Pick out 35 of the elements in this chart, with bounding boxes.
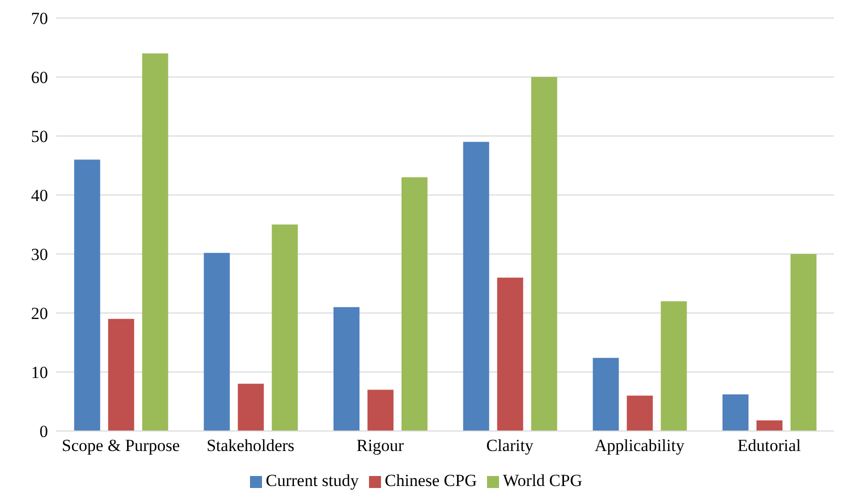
y-tick-label: 30: [31, 245, 48, 264]
x-tick-label: Clarity: [486, 436, 534, 456]
x-tick-label: Applicability: [594, 436, 685, 456]
legend-label: Chinese CPG: [384, 471, 477, 490]
y-tick-label: 10: [31, 363, 48, 382]
bar: [333, 307, 360, 431]
x-tick-label: Edutorial: [738, 436, 802, 456]
bar: [497, 278, 524, 431]
x-tick-label: Stakeholders: [206, 436, 294, 456]
y-tick-label: 60: [31, 68, 48, 88]
bar: [142, 53, 168, 431]
bar: [722, 394, 748, 431]
bar: [74, 160, 100, 431]
bar: [401, 177, 428, 431]
bar: [108, 318, 134, 431]
bar: [204, 252, 230, 431]
legend-label: Current study: [266, 471, 359, 490]
bar: [790, 254, 816, 431]
bar: [367, 390, 394, 431]
x-tick-label: Scope & Purpose: [62, 436, 180, 456]
y-tick-label: 20: [31, 304, 48, 324]
bar: [756, 420, 782, 431]
bar: [626, 396, 653, 431]
y-tick-label: 50: [31, 127, 48, 146]
bar: [272, 224, 298, 431]
y-tick-label: 40: [31, 186, 48, 206]
x-tick-label: Rigour: [356, 436, 404, 456]
y-tick-label: 0: [40, 422, 48, 442]
legend-label: World CPG: [502, 471, 582, 490]
bar: [531, 77, 558, 431]
bar: [592, 358, 619, 431]
bar: [238, 384, 264, 431]
bar: [660, 301, 687, 431]
bar: [463, 142, 490, 431]
y-tick-label: 70: [31, 9, 48, 28]
